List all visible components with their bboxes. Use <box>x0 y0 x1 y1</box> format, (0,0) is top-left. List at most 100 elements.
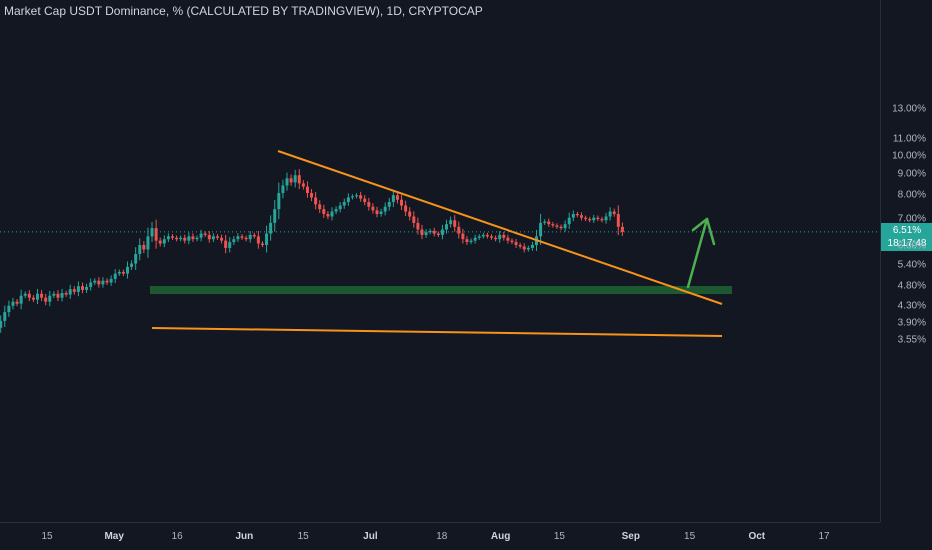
time-tick-label: Aug <box>490 531 511 542</box>
candle-body <box>457 226 461 234</box>
time-axis[interactable]: 15 May 16 Jun 15 Jul 18 Aug 15 Sep 15 Oct 17 <box>0 522 880 550</box>
candle-body <box>612 211 616 214</box>
candle-body <box>575 213 579 216</box>
arrow-shaft <box>686 217 709 289</box>
candle-body <box>277 193 281 210</box>
time-tick-label: May <box>104 531 124 542</box>
candle-body <box>440 229 444 235</box>
candle-body <box>367 202 371 207</box>
candle-body <box>36 293 40 300</box>
candle-body <box>27 293 31 298</box>
candle-body <box>260 243 264 245</box>
candle-body <box>453 220 457 227</box>
candle-body <box>616 213 620 227</box>
price-tick-label: 13.00% <box>892 103 926 115</box>
candle-body <box>391 195 395 203</box>
candle-body <box>97 280 101 285</box>
candle-body <box>138 244 142 255</box>
candle-body <box>252 234 256 237</box>
candle-body <box>60 292 64 298</box>
candle-body <box>445 224 449 230</box>
candle-body <box>125 266 129 274</box>
price-tick-label: 11.00% <box>892 133 926 145</box>
price-tick-label: 3.90% <box>897 317 926 329</box>
candle-body <box>490 236 494 238</box>
price-tick-label: 10.00% <box>892 150 926 161</box>
price-tick-label: 6.00% <box>897 240 926 252</box>
candle-body <box>195 237 199 240</box>
candle-body <box>506 237 510 241</box>
candle-body <box>68 289 72 295</box>
candle-body <box>608 211 612 217</box>
time-tick-label: 15 <box>297 531 309 542</box>
support-zone <box>150 286 732 294</box>
candle-body <box>80 286 84 290</box>
chart-title: Market Cap USDT Dominance, % (CALCULATED… <box>4 4 483 18</box>
candle-body <box>326 213 330 217</box>
candle-body <box>56 293 60 298</box>
candle-body <box>11 301 15 306</box>
candle-body <box>604 216 608 221</box>
candle-body <box>485 234 489 237</box>
candle-body <box>375 210 379 214</box>
candle-body <box>363 198 367 203</box>
descending-trendline <box>277 150 723 305</box>
candle-body <box>101 280 105 285</box>
candle-body <box>121 271 125 274</box>
candle-body <box>539 222 543 237</box>
candle-body <box>355 195 359 197</box>
price-axis[interactable]: 6.51% 18:17:48 13.00% 11.00% 10.00% 9.00% 8.… <box>880 0 932 522</box>
candle-body <box>330 211 334 217</box>
candle-body <box>0 320 3 328</box>
candle-body <box>52 293 56 296</box>
candle-body <box>514 242 518 245</box>
candle-body <box>494 237 498 240</box>
candle-body <box>579 215 583 218</box>
candle-body <box>305 186 309 194</box>
candle-body <box>44 297 48 302</box>
price-tick-label: 4.80% <box>897 280 926 292</box>
candle-body <box>109 278 113 283</box>
candle-body <box>134 254 138 264</box>
candle-body <box>383 206 387 212</box>
candle-body <box>428 230 432 233</box>
candle-body <box>3 312 7 321</box>
candle-body <box>584 217 588 220</box>
candle-body <box>93 280 97 283</box>
arrow-head <box>691 217 716 246</box>
chart-plot-area[interactable]: Market Cap USDT Dominance, % (CALCULATED… <box>0 0 880 522</box>
time-tick-label: 18 <box>436 531 448 542</box>
candle-body <box>228 242 232 248</box>
candle-body <box>85 286 89 290</box>
candle-body <box>289 178 293 183</box>
candle-body <box>19 295 23 304</box>
candle-body <box>350 196 354 198</box>
candle-body <box>543 221 547 223</box>
candle-body <box>359 195 363 199</box>
candle-body <box>232 239 236 243</box>
candle-body <box>404 205 408 212</box>
candle-body <box>424 232 428 235</box>
candle-body <box>187 236 191 241</box>
candle-body <box>461 233 465 240</box>
candle-body <box>481 234 485 237</box>
time-tick-label: Jul <box>363 531 378 542</box>
candle-body <box>526 247 530 250</box>
candle-body <box>620 226 624 232</box>
candle-body <box>510 240 514 243</box>
candle-body <box>346 197 350 203</box>
price-tick-label: 3.55% <box>897 334 926 346</box>
candle-body <box>130 263 134 267</box>
candle-body <box>297 175 301 184</box>
candle-body <box>530 244 534 248</box>
candle-body <box>142 244 146 250</box>
candle-body <box>408 211 412 217</box>
candle-body <box>40 293 44 298</box>
candle-body <box>256 236 260 244</box>
candle-body <box>175 237 179 240</box>
candle-body <box>502 234 506 238</box>
candle-body <box>301 183 305 187</box>
price-tick-label: 9.00% <box>897 168 926 180</box>
candle-body <box>416 222 420 230</box>
candle-body <box>449 220 453 225</box>
